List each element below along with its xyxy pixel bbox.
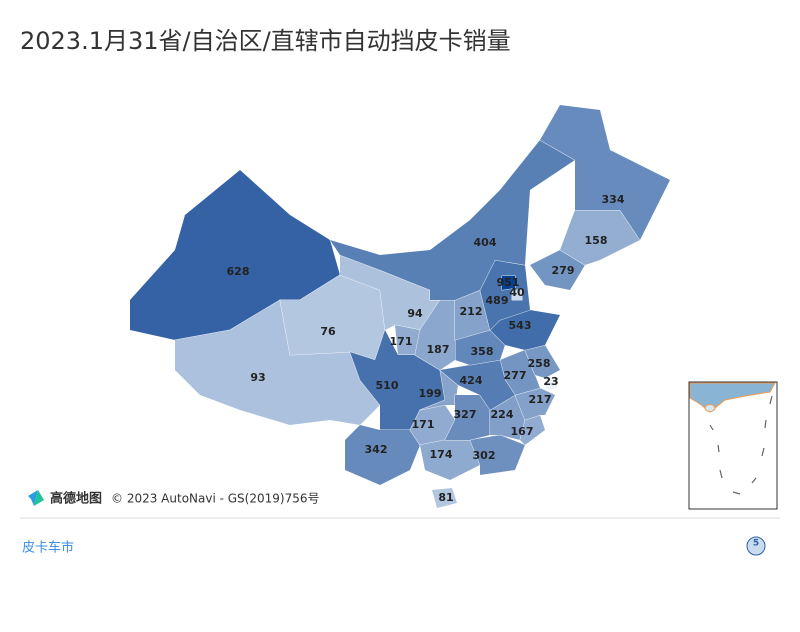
value-label: 358 (471, 345, 494, 358)
value-label: 277 (504, 369, 527, 382)
value-label: 510 (376, 379, 399, 392)
badge-text: 5 (753, 539, 759, 549)
region (544, 375, 558, 391)
value-label: 951 (497, 276, 520, 289)
region (431, 487, 458, 509)
value-label: 171 (390, 335, 413, 348)
region (511, 289, 523, 301)
value-label: 302 (473, 449, 496, 462)
value-label: 40 (509, 286, 525, 299)
region (501, 275, 516, 291)
value-label: 94 (407, 307, 423, 320)
value-label: 158 (585, 234, 608, 247)
labels: 628 93 76 94 171 510 342 171 199 174 302 81 327 224 16… (227, 193, 625, 504)
value-label: 224 (491, 408, 514, 421)
regions (129, 104, 671, 509)
value-label: 543 (509, 319, 532, 332)
copyright: © 2023 AutoNavi - GS(2019)756号 (111, 492, 319, 506)
value-label: 167 (511, 425, 534, 438)
brand-logo (28, 490, 38, 506)
value-label: 187 (427, 343, 450, 356)
value-label: 171 (412, 418, 435, 431)
inset-island (704, 404, 716, 412)
value-label: 217 (529, 393, 552, 406)
brand: 高德地图 (50, 491, 102, 507)
badge (746, 536, 766, 556)
source[interactable]: 皮卡车市 (22, 540, 74, 556)
title: 2023.1月31省/自治区/直辖市自动挡皮卡销量 (20, 27, 511, 55)
region (329, 139, 576, 301)
value-label: 489 (486, 294, 509, 307)
region (529, 249, 586, 291)
region (539, 104, 671, 241)
value-label: 93 (250, 371, 265, 384)
value-label: 424 (460, 374, 483, 387)
value-label: 404 (474, 236, 497, 249)
value-label: 279 (552, 264, 575, 277)
value-label: 76 (320, 325, 336, 338)
value-label: 23 (543, 375, 558, 388)
value-label: 334 (602, 193, 625, 206)
value-label: 628 (227, 265, 250, 278)
region (489, 309, 561, 351)
value-label: 81 (438, 491, 453, 504)
value-label: 342 (365, 443, 388, 456)
value-label: 174 (430, 448, 453, 461)
brand-logo (34, 490, 44, 506)
inset-dashes (709, 395, 773, 495)
value-label: 212 (460, 305, 483, 318)
value-label: 327 (454, 408, 477, 421)
value-label: 258 (528, 357, 551, 370)
value-label: 199 (419, 387, 442, 400)
